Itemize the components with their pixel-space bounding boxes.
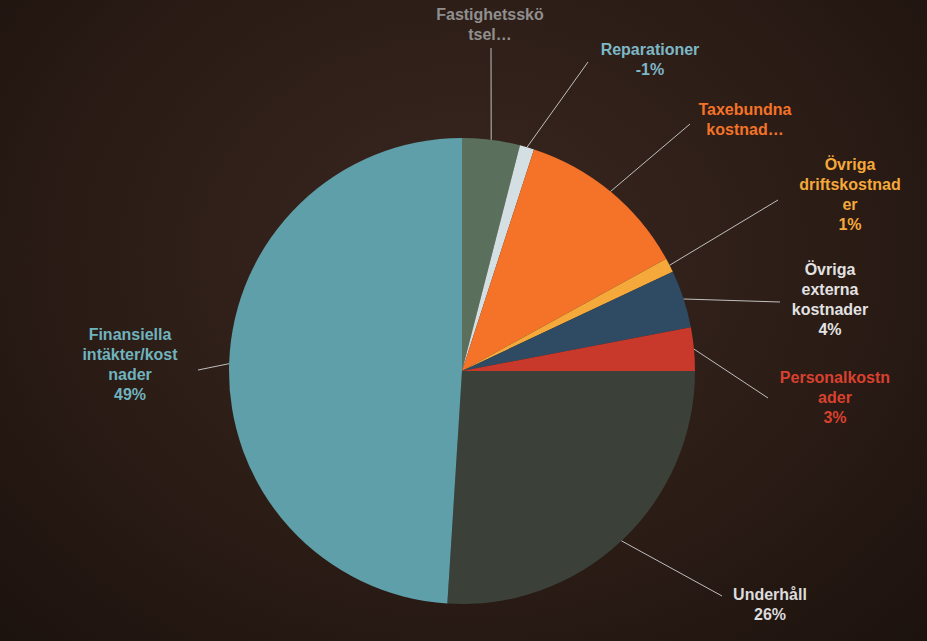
svg-text:Finansiellaintäkter/kostnader4: Finansiellaintäkter/kostnader49%	[82, 326, 178, 403]
svg-text:Övrigadriftskostnader1%: Övrigadriftskostnader1%	[799, 155, 900, 233]
svg-text:Övrigaexternakostnader4%: Övrigaexternakostnader4%	[792, 260, 868, 338]
svg-text:Reparationer-1%: Reparationer-1%	[601, 41, 700, 78]
svg-text:Taxebundnakostnad…: Taxebundnakostnad…	[698, 101, 791, 138]
svg-text:Personalkostnader3%: Personalkostnader3%	[780, 369, 890, 426]
svg-text:Fastighetsskötsel…: Fastighetsskötsel…	[436, 6, 544, 43]
svg-text:Underhåll26%: Underhåll26%	[733, 586, 807, 623]
